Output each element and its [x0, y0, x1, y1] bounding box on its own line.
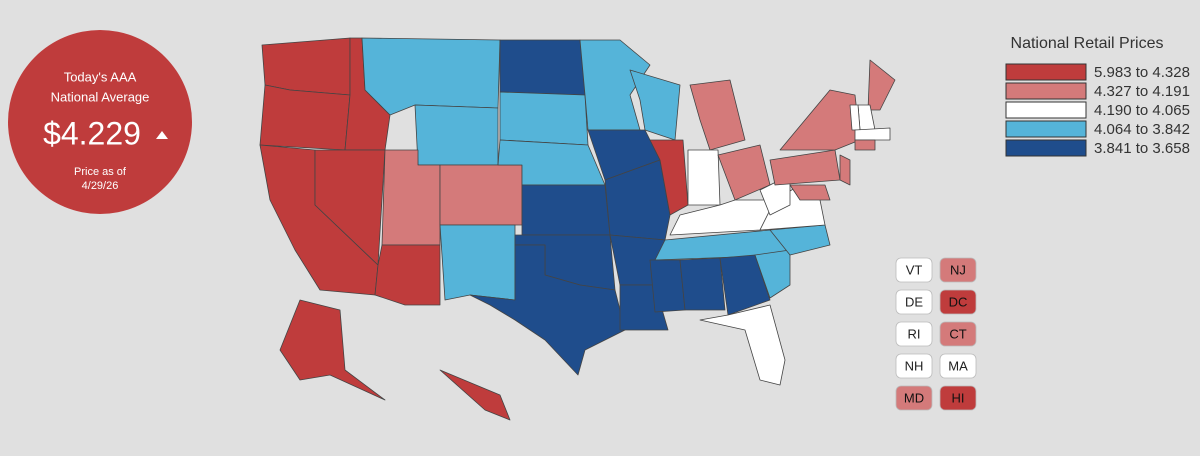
- state: [439, 164, 523, 226]
- state-box-label: DE: [905, 294, 923, 309]
- state: [439, 224, 516, 301]
- state: [439, 369, 511, 421]
- state-box: [939, 353, 977, 379]
- average-badge: [8, 30, 192, 214]
- badge-date: Price as of: [74, 166, 127, 178]
- state-box-label: NJ: [950, 262, 966, 277]
- badge-line: Today's AAA: [64, 69, 137, 84]
- state-box-label: DC: [949, 294, 968, 309]
- state: [839, 154, 851, 186]
- state-box-label: VT: [906, 262, 923, 277]
- state-box: [895, 353, 933, 379]
- state-box: [895, 289, 933, 315]
- legend-label: 4.064 to 3.842: [1094, 121, 1190, 138]
- state: [579, 39, 651, 131]
- small-states: VT NJ DE DC RI CT NH MA MD HI: [895, 257, 977, 411]
- state: [689, 79, 746, 151]
- legend-label: 5.983 to 4.328: [1094, 64, 1190, 81]
- state: [604, 159, 671, 241]
- state-box-label: HI: [952, 390, 965, 405]
- state: [259, 84, 351, 151]
- legend-label: 4.190 to 4.065: [1094, 102, 1190, 119]
- state: [521, 184, 611, 236]
- legend-label: 4.327 to 4.191: [1094, 83, 1190, 100]
- legend-title: National Retail Prices: [1011, 35, 1164, 52]
- us-map: [259, 37, 896, 421]
- legend-swatch: [1005, 63, 1087, 81]
- legend-swatch: [1005, 82, 1087, 100]
- state: [499, 91, 589, 146]
- state: [629, 69, 681, 141]
- state: [374, 244, 441, 306]
- badge-date: 4/29/26: [82, 180, 119, 192]
- legend-swatch: [1005, 120, 1087, 138]
- state: [649, 139, 689, 216]
- state: [261, 37, 351, 96]
- state-box: [939, 321, 977, 347]
- state: [361, 37, 501, 116]
- state-box-label: MD: [904, 390, 924, 405]
- state: [414, 104, 499, 166]
- state: [679, 257, 726, 311]
- state: [499, 39, 586, 96]
- state: [754, 249, 791, 299]
- state-box: [939, 289, 977, 315]
- state-box: [895, 321, 933, 347]
- legend: 5.983 to 4.328 4.327 to 4.191 4.190 to 4.0…: [1005, 63, 1190, 157]
- state-box-label: CT: [949, 326, 966, 341]
- state: [699, 304, 786, 386]
- up-arrow: [156, 131, 168, 139]
- legend-swatch: [1005, 101, 1087, 119]
- state-box: [939, 257, 977, 283]
- state-box-label: MA: [948, 358, 968, 373]
- state-box-label: NH: [905, 358, 924, 373]
- state: [867, 59, 896, 111]
- state: [649, 259, 686, 313]
- legend-swatch: [1005, 139, 1087, 157]
- state-box: [895, 385, 933, 411]
- state-box: [895, 257, 933, 283]
- state: [789, 184, 831, 201]
- state: [719, 254, 771, 316]
- state: [854, 127, 891, 141]
- legend-label: 3.841 to 3.658: [1094, 140, 1190, 157]
- state-box-label: RI: [908, 326, 921, 341]
- state: [849, 104, 861, 131]
- state: [687, 149, 721, 206]
- state: [854, 139, 876, 151]
- state: [279, 299, 386, 401]
- badge-price: $4.229: [43, 115, 141, 151]
- state-box: [939, 385, 977, 411]
- badge-line: National Average: [51, 89, 150, 104]
